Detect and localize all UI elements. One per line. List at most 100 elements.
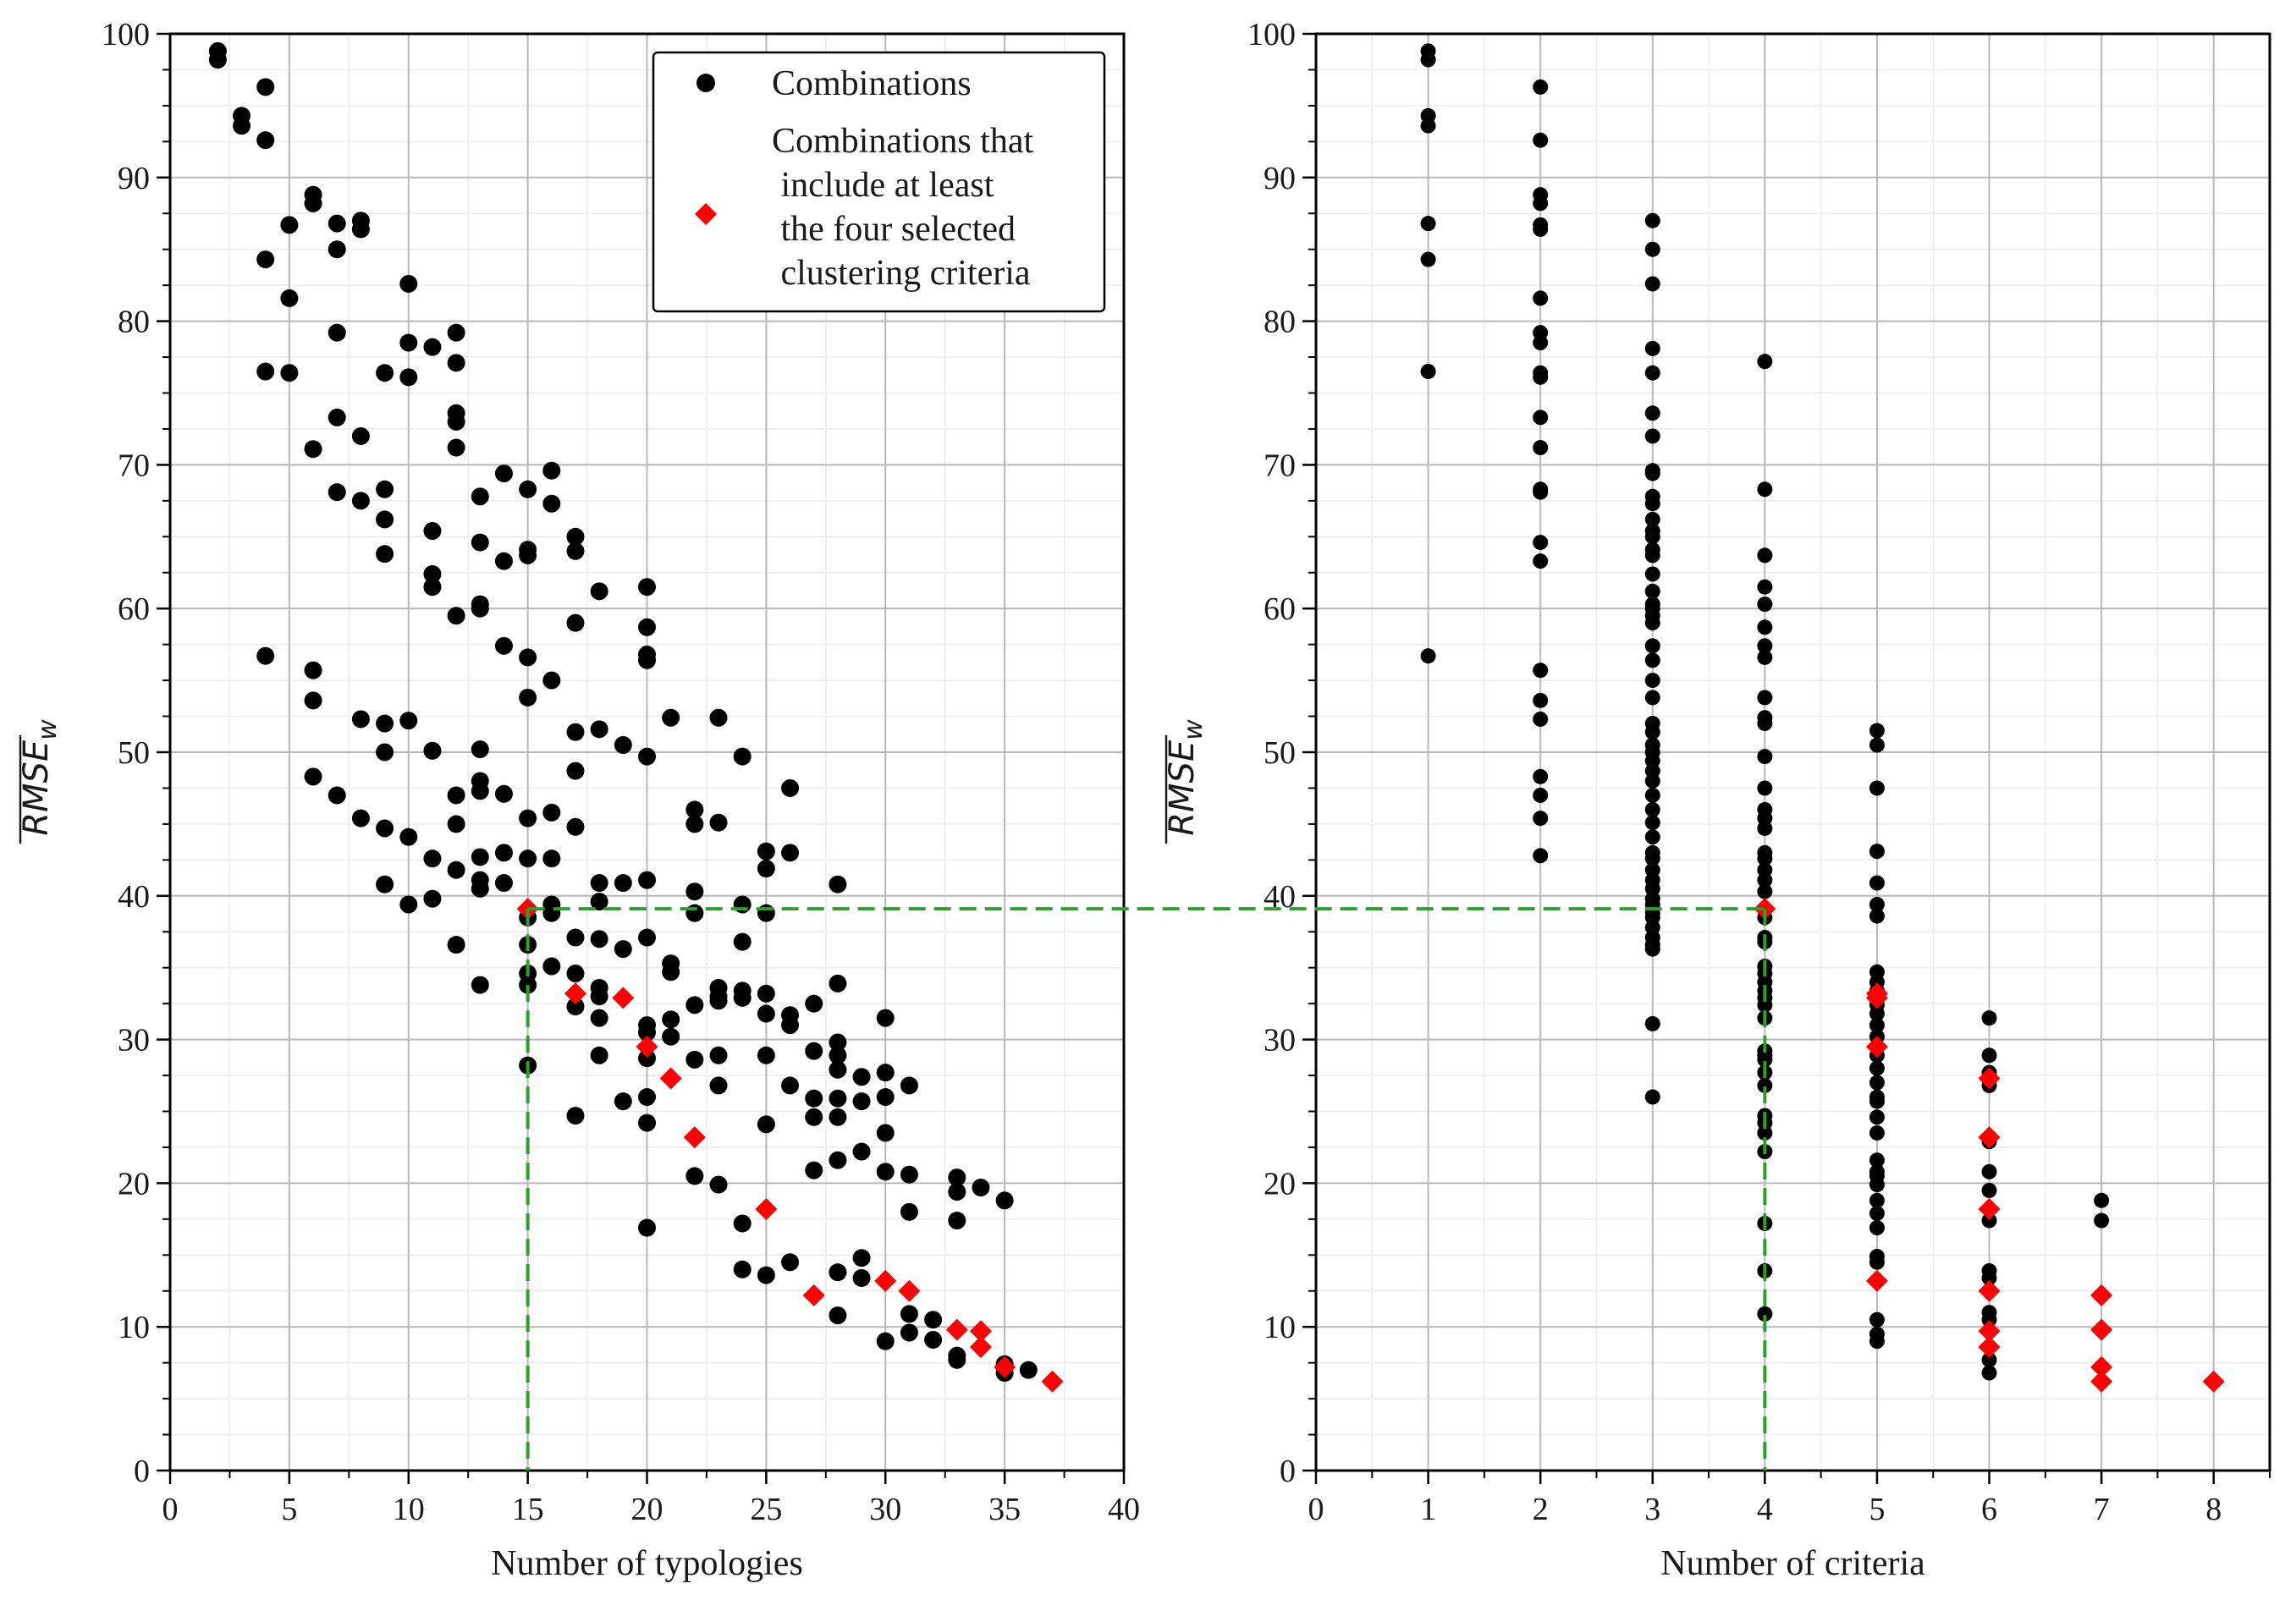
left-point-combination <box>351 220 370 239</box>
left-point-combination <box>566 1107 585 1125</box>
left-point-combination <box>757 1004 775 1023</box>
svg-text:RMSEw: RMSEw <box>1163 719 1209 836</box>
right-point-combination <box>1644 941 1660 957</box>
left-point-combination <box>256 250 275 269</box>
right-x-tick-label: 2 <box>1533 1492 1549 1527</box>
left-point-combination <box>876 1332 895 1350</box>
left-x-tick-label: 15 <box>512 1492 544 1527</box>
legend-box <box>652 51 1106 313</box>
right-point-combination <box>1869 1109 1885 1125</box>
left-point-combination <box>376 714 394 733</box>
right-point-combination <box>1869 1192 1885 1208</box>
left-point-combination <box>471 879 489 898</box>
right-point-combination <box>1757 619 1773 635</box>
left-point-combination <box>590 720 608 739</box>
left-point-combination <box>614 1092 632 1111</box>
right-point-combination <box>2094 1192 2110 1208</box>
right-point-combination <box>1757 481 1773 498</box>
left-point-combination <box>447 786 465 805</box>
left-point-combination <box>757 904 775 922</box>
right-point-combination <box>1644 340 1660 356</box>
right-x-tick-label: 7 <box>2094 1492 2110 1527</box>
left-point-combination <box>638 1088 656 1107</box>
right-y-tick-label: 80 <box>1264 305 1296 340</box>
left-point-combination <box>399 368 418 387</box>
left-point-combination <box>829 1089 847 1108</box>
left-point-selected-criteria <box>874 1269 897 1292</box>
right-point-combination <box>1869 780 1885 796</box>
left-point-combination <box>614 874 632 893</box>
left-chart-panel: 0 5 10 15 20 25 30 35 40 0 10 20 30 40 50 60 70 80 90 100 N… <box>17 17 1140 1583</box>
left-point-combination <box>447 607 465 625</box>
right-point-combination <box>1644 801 1660 817</box>
left-point-combination <box>709 813 728 832</box>
right-point-combination <box>1644 496 1660 512</box>
right-point-selected-criteria <box>2202 1370 2225 1393</box>
right-point-combination <box>1420 364 1436 380</box>
left-point-combination <box>638 1023 656 1042</box>
left-point-combination <box>876 1124 895 1142</box>
right-point-combination <box>1757 716 1773 732</box>
left-point-combination <box>590 874 608 893</box>
left-point-combination <box>519 688 537 707</box>
right-point-selected-criteria <box>1978 1126 2001 1149</box>
right-point-combination <box>1757 780 1773 796</box>
left-point-combination <box>328 214 346 233</box>
left-point-combination <box>376 819 394 838</box>
right-point-combination <box>1869 1060 1885 1076</box>
left-point-combination <box>733 895 752 914</box>
left-point-combination <box>662 1027 680 1046</box>
left-data-points <box>208 41 1064 1393</box>
left-x-tick-label: 30 <box>869 1492 901 1527</box>
right-point-combination <box>1533 410 1549 426</box>
right-point-combination <box>1533 692 1549 708</box>
right-point-combination <box>1757 1052 1773 1068</box>
left-point-combination <box>566 928 585 947</box>
left-point-combination <box>757 1266 775 1284</box>
left-point-combination <box>781 1076 800 1095</box>
right-point-combination <box>1644 241 1660 257</box>
right-point-combination <box>1757 1124 1773 1141</box>
right-point-combination <box>1644 773 1660 789</box>
left-y-tick-label: 100 <box>102 17 150 52</box>
left-point-combination <box>900 1323 918 1342</box>
left-point-combination <box>948 1350 966 1369</box>
left-point-combination <box>972 1178 990 1196</box>
left-point-combination <box>328 323 346 342</box>
left-point-combination <box>805 994 823 1013</box>
left-point-combination <box>709 1046 728 1064</box>
left-point-combination <box>351 492 370 510</box>
right-point-combination <box>1757 1306 1773 1322</box>
left-point-combination <box>876 1088 895 1107</box>
left-point-combination <box>638 1049 656 1068</box>
right-point-combination <box>1757 649 1773 665</box>
right-x-tick-label: 8 <box>2205 1492 2222 1527</box>
left-point-combination <box>280 289 299 307</box>
right-point-combination <box>1869 1152 1885 1168</box>
right-point-combination <box>1981 1352 1997 1368</box>
left-point-combination <box>423 578 442 597</box>
right-point-combination <box>1533 79 1549 95</box>
right-point-selected-criteria <box>1865 987 1888 1009</box>
left-point-combination <box>351 710 370 729</box>
left-point-combination <box>757 984 775 1003</box>
legend-label-selected-line-3: the four selected <box>772 210 1016 249</box>
left-y-tick-label: 90 <box>118 161 150 196</box>
right-point-combination <box>1869 908 1885 924</box>
left-point-combination <box>304 194 322 212</box>
left-point-combination <box>876 1064 895 1082</box>
left-point-combination <box>280 364 299 382</box>
right-point-selected-criteria <box>1865 1036 1888 1058</box>
left-point-combination <box>471 976 489 994</box>
right-y-tick-label: 20 <box>1264 1166 1296 1201</box>
left-point-combination <box>662 963 680 981</box>
right-point-combination <box>1757 579 1773 595</box>
left-point-combination <box>638 651 656 669</box>
right-point-combination <box>1757 1077 1773 1093</box>
left-x-axis-label: Number of typologies <box>491 1544 803 1583</box>
left-point-combination <box>948 1168 966 1187</box>
left-point-selected-criteria <box>659 1067 682 1090</box>
legend-marker-selected-criteria <box>695 203 717 225</box>
